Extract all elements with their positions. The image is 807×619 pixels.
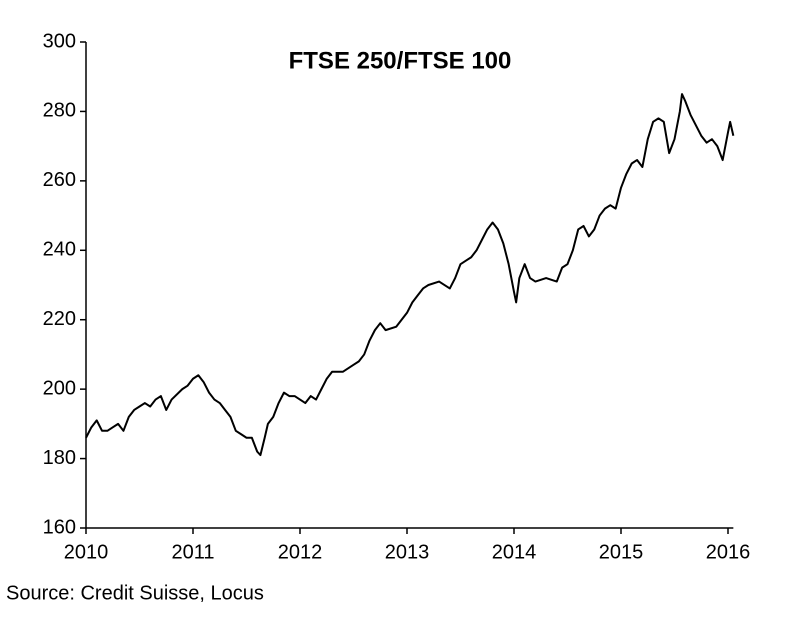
data-line (85, 93, 735, 457)
y-tick-label: 200 (43, 377, 76, 399)
x-tick-label: 2014 (492, 541, 537, 563)
x-tick-label: 2011 (171, 541, 214, 563)
source-note: Source: Credit Suisse, Locus (6, 582, 264, 604)
x-tick-label: 2015 (599, 541, 644, 563)
y-tick-label: 300 (43, 30, 76, 52)
x-tick-label: 2010 (64, 541, 109, 563)
y-tick-label: 220 (43, 308, 76, 330)
y-tick-label: 160 (43, 516, 76, 538)
chart-title: FTSE 250/FTSE 100 (289, 47, 512, 74)
y-tick-label: 180 (43, 447, 76, 469)
y-tick-label: 280 (43, 100, 76, 122)
x-tick-label: 2016 (706, 541, 751, 563)
x-tick-label: 2013 (385, 541, 430, 563)
y-tick-label: 260 (43, 169, 76, 191)
x-tick-label: 2012 (278, 541, 323, 563)
y-tick-label: 240 (43, 239, 76, 261)
